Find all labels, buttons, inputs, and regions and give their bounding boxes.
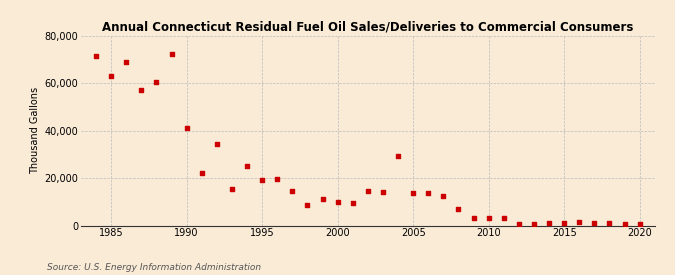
Point xyxy=(196,171,207,175)
Point xyxy=(166,51,177,56)
Point xyxy=(589,221,600,225)
Title: Annual Connecticut Residual Fuel Oil Sales/Deliveries to Commercial Consumers: Annual Connecticut Residual Fuel Oil Sal… xyxy=(102,20,634,33)
Point xyxy=(227,186,238,191)
Point xyxy=(272,177,283,182)
Point xyxy=(211,141,222,146)
Point xyxy=(514,222,524,227)
Point xyxy=(423,191,433,196)
Point xyxy=(242,164,252,168)
Point xyxy=(543,221,554,225)
Point xyxy=(121,60,132,64)
Point xyxy=(529,222,539,227)
Point xyxy=(393,153,404,158)
Point xyxy=(619,222,630,227)
Point xyxy=(377,190,388,194)
Y-axis label: Thousand Gallons: Thousand Gallons xyxy=(30,87,40,174)
Point xyxy=(574,220,585,224)
Point xyxy=(151,80,162,84)
Point xyxy=(559,221,570,225)
Point xyxy=(634,222,645,227)
Point xyxy=(483,216,494,221)
Point xyxy=(302,203,313,208)
Point xyxy=(90,54,101,58)
Point xyxy=(317,197,328,202)
Point xyxy=(408,191,418,196)
Point xyxy=(106,74,117,78)
Point xyxy=(453,207,464,211)
Point xyxy=(256,178,267,183)
Point xyxy=(498,216,509,221)
Point xyxy=(182,126,192,130)
Point xyxy=(332,200,343,204)
Point xyxy=(604,221,615,225)
Point xyxy=(468,216,479,221)
Point xyxy=(348,201,358,205)
Point xyxy=(287,189,298,193)
Point xyxy=(362,189,373,193)
Text: Source: U.S. Energy Information Administration: Source: U.S. Energy Information Administ… xyxy=(47,263,261,272)
Point xyxy=(438,194,449,198)
Point xyxy=(136,88,146,92)
